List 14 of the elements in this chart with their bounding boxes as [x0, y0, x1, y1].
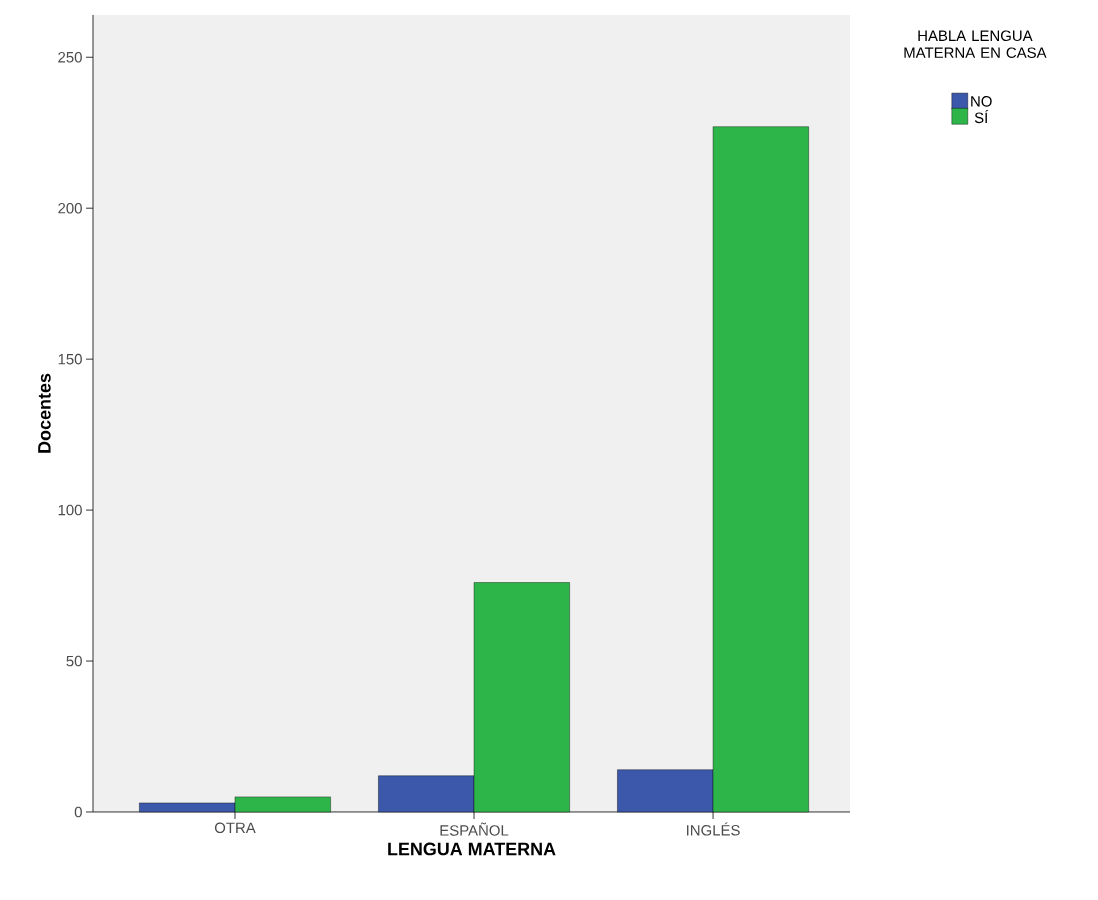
y-axis-title: Docentes	[38, 373, 51, 453]
x-tick-label: OTRA	[214, 822, 256, 834]
y-tick-label: 250	[58, 51, 82, 63]
legend-label: NO	[971, 96, 992, 107]
y-tick-label: 100	[58, 504, 82, 516]
x-tick-label: INGLÉS	[687, 822, 740, 836]
legend-label: SÍ	[974, 110, 989, 124]
y-tick-label: 50	[66, 655, 82, 667]
legend-title: HABLA LENGUA MATERNA EN CASA	[904, 30, 1047, 58]
y-tick-label: 0	[74, 806, 82, 818]
x-tick-label: ESPAÑOL	[440, 822, 509, 836]
y-tick-label: 200	[58, 202, 82, 214]
y-tick-label: 150	[58, 353, 82, 365]
x-axis-title: LENGUA MATERNA	[388, 842, 556, 856]
